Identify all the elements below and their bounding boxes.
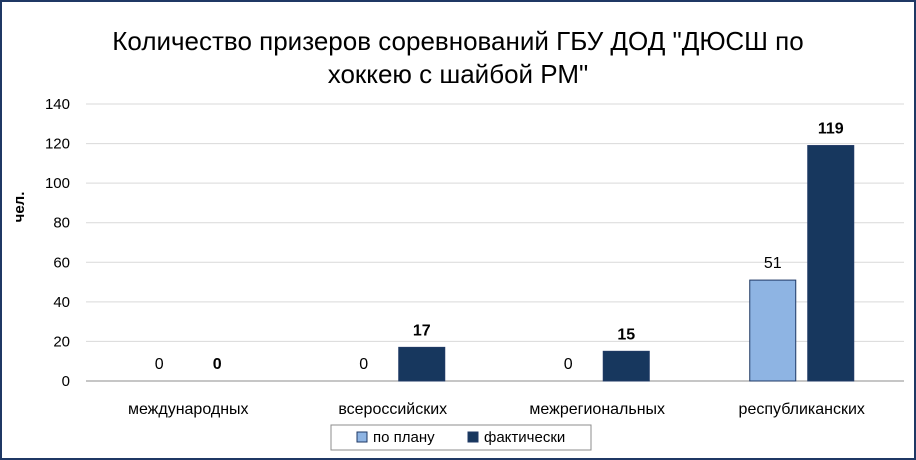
- bar: [602, 350, 650, 382]
- data-label: 0: [155, 356, 164, 373]
- y-tick-label: 120: [45, 136, 70, 153]
- y-axis-label: чел.: [11, 192, 28, 223]
- data-label: 0: [213, 356, 222, 373]
- x-tick-layer: международных всероссийских межрегиональны…: [128, 401, 865, 418]
- chart-title-line-1: Количество призеров соревнований ГБУ ДОД…: [112, 26, 803, 56]
- bar: [807, 145, 855, 382]
- y-tick-label: 80: [53, 215, 70, 232]
- y-tick-label: 140: [45, 96, 70, 113]
- y-tick-label: 40: [53, 294, 70, 311]
- y-tick-label: 20: [53, 333, 70, 350]
- data-label-layer: 0 0 0 17 0 15 51 119: [155, 121, 844, 373]
- chart-title-line-2: хоккею с шайбой РМ": [328, 59, 589, 89]
- bar-layer: [398, 145, 855, 382]
- data-label: 119: [818, 121, 844, 138]
- data-label: 51: [764, 255, 782, 272]
- legend-box: [330, 424, 592, 451]
- x-tick-label: всероссийских: [338, 401, 447, 418]
- legend-swatch: [467, 431, 479, 443]
- y-tick-label: 100: [45, 175, 70, 192]
- x-tick-label: межрегиональных: [529, 401, 665, 418]
- x-tick-label: международных: [128, 401, 249, 418]
- data-label: 0: [564, 356, 573, 373]
- bar: [398, 346, 446, 382]
- legend-label: по плану: [373, 429, 435, 446]
- legend-label: фактически: [484, 429, 565, 446]
- legend: по плану фактически: [330, 424, 592, 451]
- x-tick-label: республиканских: [739, 401, 865, 418]
- bar: [749, 279, 797, 382]
- data-label: 0: [359, 356, 368, 373]
- grid-layer: [86, 103, 904, 382]
- y-tick-layer: 0 20 40 60 80 100 120 140: [45, 96, 70, 390]
- data-label: 15: [617, 326, 635, 343]
- legend-swatch: [356, 431, 368, 443]
- y-tick-label: 0: [62, 373, 70, 390]
- y-tick-label: 60: [53, 254, 70, 271]
- data-label: 17: [413, 322, 431, 339]
